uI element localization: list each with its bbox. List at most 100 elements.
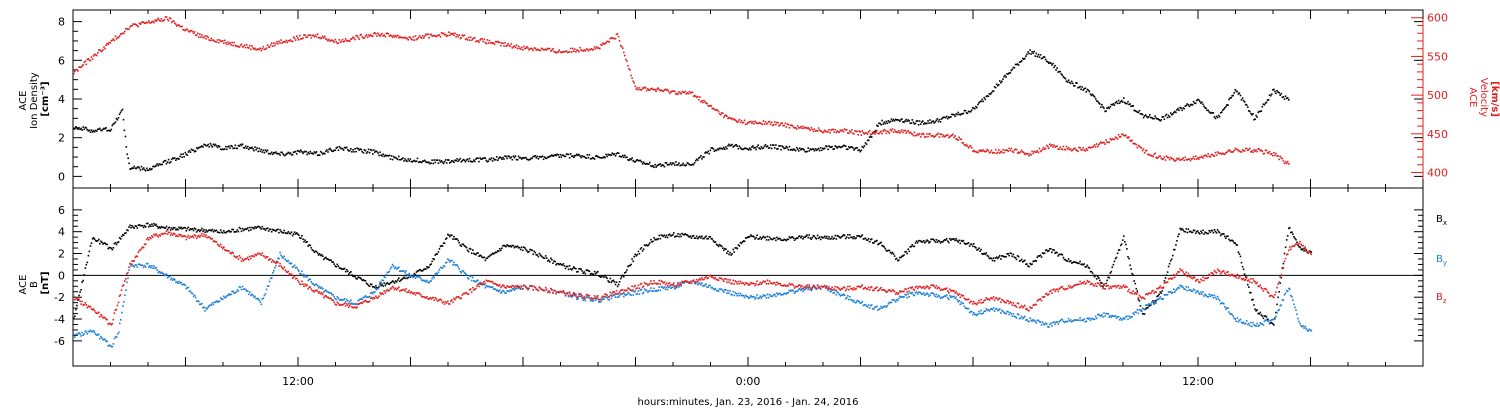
- data-point-velocity: [729, 117, 731, 119]
- data-point-bx: [432, 258, 434, 260]
- data-point-density: [930, 122, 932, 124]
- data-point-velocity: [218, 39, 221, 41]
- data-point-density: [583, 155, 585, 158]
- data-point-by: [491, 286, 494, 288]
- data-point-by: [953, 295, 955, 298]
- data-point-by: [334, 298, 337, 300]
- data-point-velocity: [358, 38, 360, 40]
- data-point-by: [507, 290, 509, 292]
- data-point-velocity: [705, 102, 707, 104]
- data-point-density: [395, 157, 398, 160]
- data-point-density: [745, 147, 748, 150]
- data-point-bx: [84, 267, 87, 269]
- data-point-by: [81, 331, 83, 334]
- data-point-density: [805, 151, 807, 153]
- data-point-by: [654, 290, 656, 292]
- data-point-density: [1073, 85, 1075, 87]
- data-point-velocity: [97, 52, 99, 54]
- data-point-bx: [765, 239, 768, 241]
- data-point-bx: [931, 238, 933, 240]
- data-point-velocity: [688, 90, 691, 93]
- data-point-bx: [250, 229, 252, 231]
- data-point-by: [184, 284, 187, 287]
- data-point-velocity: [1030, 154, 1032, 156]
- data-point-by: [1144, 304, 1147, 307]
- data-point-velocity: [313, 35, 316, 38]
- data-point-density: [770, 147, 773, 150]
- data-point-velocity: [1224, 153, 1226, 155]
- data-point-by: [841, 294, 844, 296]
- data-point-bx: [784, 239, 787, 241]
- data-point-density: [970, 109, 973, 111]
- data-point-by: [644, 289, 647, 292]
- data-point-bx: [968, 245, 971, 247]
- data-point-velocity: [778, 125, 780, 127]
- data-point-velocity: [216, 39, 219, 41]
- data-point-velocity: [654, 88, 656, 91]
- data-point-velocity: [1258, 148, 1260, 150]
- data-point-velocity: [1156, 157, 1158, 159]
- data-point-velocity: [172, 20, 174, 23]
- data-point-velocity: [415, 38, 418, 41]
- data-point-bx: [1251, 299, 1253, 301]
- data-point-velocity: [1111, 138, 1114, 140]
- data-point-bx: [470, 252, 473, 254]
- data-point-velocity: [1065, 145, 1068, 148]
- data-point-density: [1089, 93, 1092, 95]
- data-point-bx: [736, 247, 739, 250]
- data-point-density: [238, 145, 241, 147]
- data-point-bx: [1164, 277, 1167, 279]
- data-point-density: [1202, 103, 1204, 106]
- data-point-by: [1291, 296, 1293, 298]
- data-point-density: [763, 145, 766, 148]
- data-point-by: [290, 262, 293, 264]
- data-point-bx: [719, 244, 722, 247]
- data-point-density: [1099, 103, 1101, 105]
- data-point-velocity: [272, 45, 274, 47]
- data-point-by: [949, 294, 951, 297]
- data-point-bx: [910, 245, 913, 248]
- data-point-by: [362, 296, 365, 299]
- data-point-density: [279, 154, 281, 156]
- data-point-density: [995, 83, 998, 86]
- data-point-density: [439, 161, 442, 163]
- data-point-density: [189, 151, 192, 153]
- data-point-density: [324, 152, 326, 155]
- data-point-by: [343, 298, 346, 300]
- data-point-velocity: [699, 96, 701, 98]
- data-point-by: [951, 295, 953, 298]
- data-point-density: [1012, 66, 1015, 69]
- data-point-bx: [1175, 244, 1177, 246]
- data-point-velocity: [280, 39, 282, 41]
- data-point-density: [601, 157, 603, 159]
- data-point-bx: [1300, 248, 1302, 250]
- data-point-density: [655, 166, 657, 168]
- data-point-density: [1114, 102, 1117, 104]
- data-point-density: [1261, 105, 1264, 108]
- data-point-by: [1245, 320, 1248, 322]
- data-point-by: [392, 265, 395, 268]
- data-point-bx: [635, 255, 638, 257]
- data-point-density: [1119, 100, 1122, 103]
- data-point-bx: [551, 259, 553, 261]
- data-point-velocity: [864, 132, 867, 134]
- data-point-density: [501, 158, 503, 160]
- data-point-by: [170, 277, 173, 280]
- data-point-bx: [678, 235, 680, 238]
- data-point-bx: [1212, 231, 1215, 234]
- data-point-bx: [1309, 250, 1312, 253]
- data-point-by: [778, 292, 780, 295]
- data-point-density: [1165, 113, 1168, 116]
- data-point-density: [672, 162, 674, 164]
- data-point-density: [812, 148, 815, 150]
- data-point-velocity: [133, 23, 135, 25]
- data-point-by: [232, 290, 234, 293]
- data-point-by: [907, 293, 909, 295]
- data-point-bx: [1177, 235, 1179, 238]
- data-point-velocity: [758, 121, 760, 124]
- data-point-velocity: [145, 21, 148, 24]
- data-point-bx: [157, 227, 159, 229]
- data-point-bx: [312, 249, 315, 252]
- data-point-velocity: [201, 34, 203, 36]
- data-point-bx: [423, 268, 425, 271]
